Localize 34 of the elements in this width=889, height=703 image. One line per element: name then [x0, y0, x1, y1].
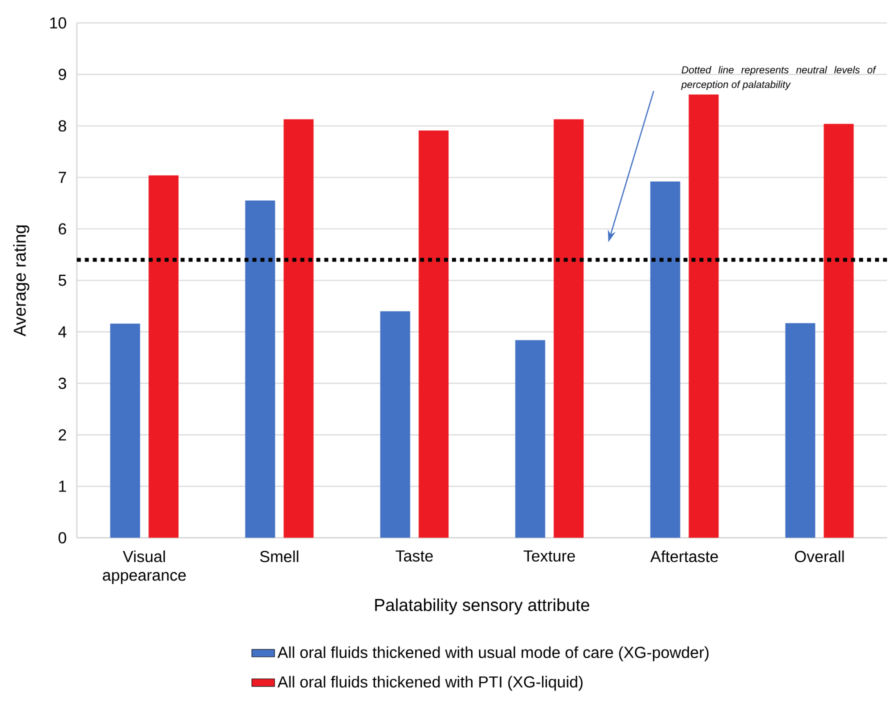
bar: [245, 200, 276, 538]
y-axis-title: Average rating: [13, 225, 30, 336]
y-tick-label: 1: [59, 480, 66, 492]
y-tick-label: 10: [50, 17, 66, 28]
bar: [688, 94, 719, 538]
y-tick-label: 3: [58, 377, 66, 389]
y-tick-label: 9: [58, 68, 66, 80]
bar: [110, 323, 140, 538]
y-tick-label: 7: [58, 172, 66, 183]
y-tick-label: 4: [58, 326, 66, 338]
legend-label: All oral fluids thickened with PTI (XG-liquid): [278, 676, 583, 691]
bar: [380, 311, 410, 538]
bar: [785, 322, 816, 538]
x-tick-label: Visual appearance: [102, 550, 186, 584]
bar: [148, 175, 179, 538]
x-tick-label: Smell: [260, 550, 298, 562]
y-tick-label: 8: [58, 120, 66, 132]
x-tick-label: Taste: [396, 550, 433, 562]
bar: [515, 340, 546, 538]
bar: [284, 119, 314, 538]
bar: [650, 181, 680, 538]
bar: [554, 119, 584, 538]
y-tick-label: 6: [58, 223, 66, 234]
y-tick-label: 5: [58, 274, 66, 286]
x-axis-title: Palatability sensory attribute: [375, 598, 590, 614]
bar: [418, 130, 449, 538]
y-tick-label: 0: [58, 532, 66, 544]
x-tick-label: Texture: [524, 550, 575, 562]
bar: [824, 124, 854, 538]
x-tick-label: Aftertaste: [650, 550, 718, 562]
x-tick-label: Overall: [794, 550, 844, 562]
y-tick-label: 2: [58, 429, 66, 440]
legend-label: All oral fluids thickened with usual mode of care (XG-powder): [278, 646, 709, 662]
annotation: Dotted line represents neutral levels of perception of palatability: [681, 66, 876, 90]
